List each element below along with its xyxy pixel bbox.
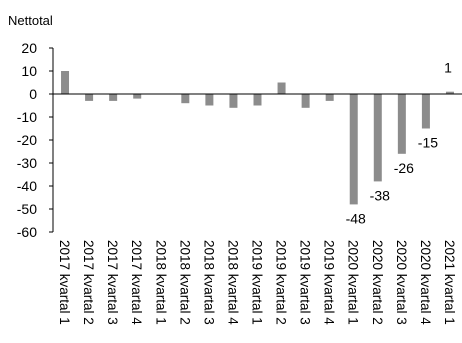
- data-labels: -48-38-26-15 1: [346, 60, 452, 227]
- x-tick-label: 2021 kvartal 1: [442, 240, 457, 325]
- bar-2: [85, 94, 94, 101]
- bar-12: [325, 94, 334, 101]
- x-tick-label: 2020 kvartal 2: [370, 240, 385, 325]
- bar-8: [229, 94, 238, 108]
- bar-3: [109, 94, 118, 101]
- y-tick-label: 0: [29, 86, 37, 102]
- bar-13: [349, 94, 358, 205]
- x-tick-label: 2020 kvartal 4: [418, 240, 433, 325]
- y-tick-label: -10: [17, 109, 37, 125]
- bar-4: [133, 94, 142, 99]
- bar-14: [373, 94, 382, 182]
- x-tick-label: 2019 kvartal 1: [250, 240, 265, 325]
- y-tick-label: 10: [21, 63, 37, 79]
- bar-1: [61, 71, 70, 94]
- x-tick-label: 2018 kvartal 2: [177, 240, 192, 325]
- y-axis: 20 10 0 -10 -20 -30 -40 -50 -60: [17, 40, 54, 240]
- bar-16: [421, 94, 430, 129]
- x-tick-label: 2020 kvartal 3: [394, 240, 409, 325]
- y-tick-label: -60: [17, 224, 37, 240]
- data-label: -26: [394, 160, 414, 176]
- x-tick-label: 2019 kvartal 2: [274, 240, 289, 325]
- data-label: -48: [346, 210, 366, 226]
- bars: [61, 71, 454, 205]
- data-label: -15: [418, 135, 438, 151]
- x-tick-label: 2018 kvartal 1: [153, 240, 168, 325]
- y-tick-label: -30: [17, 155, 37, 171]
- data-label: 1: [444, 60, 452, 76]
- x-tick-label: 2017 kvartal 2: [81, 240, 96, 325]
- y-tick-label: -40: [17, 178, 37, 194]
- x-tick-label: 2017 kvartal 4: [129, 240, 144, 325]
- x-tick-label: 2019 kvartal 4: [322, 240, 337, 325]
- bar-9: [253, 94, 262, 106]
- bar-17: [445, 91, 454, 94]
- y-axis-title: Nettotal: [8, 13, 53, 28]
- x-tick-label: 2017 kvartal 1: [57, 240, 72, 325]
- y-tick-label: -50: [17, 201, 37, 217]
- bar-15: [397, 94, 406, 154]
- bar-10: [277, 82, 286, 94]
- x-tick-label: 2018 kvartal 4: [225, 240, 240, 325]
- bar-7: [205, 94, 214, 106]
- bar-11: [301, 94, 310, 108]
- y-tick-label: 20: [21, 40, 37, 56]
- x-tick-label: 2017 kvartal 3: [105, 240, 120, 325]
- x-tick-label: 2019 kvartal 3: [298, 240, 313, 325]
- x-tick-label: 2020 kvartal 1: [346, 240, 361, 325]
- x-tick-label: 2018 kvartal 3: [201, 240, 216, 325]
- x-axis-tick-labels: 2017 kvartal 1 2017 kvartal 2 2017 kvartal…: [57, 240, 457, 325]
- bar-6: [181, 94, 190, 104]
- data-label: -38: [370, 187, 390, 203]
- y-tick-label: -20: [17, 132, 37, 148]
